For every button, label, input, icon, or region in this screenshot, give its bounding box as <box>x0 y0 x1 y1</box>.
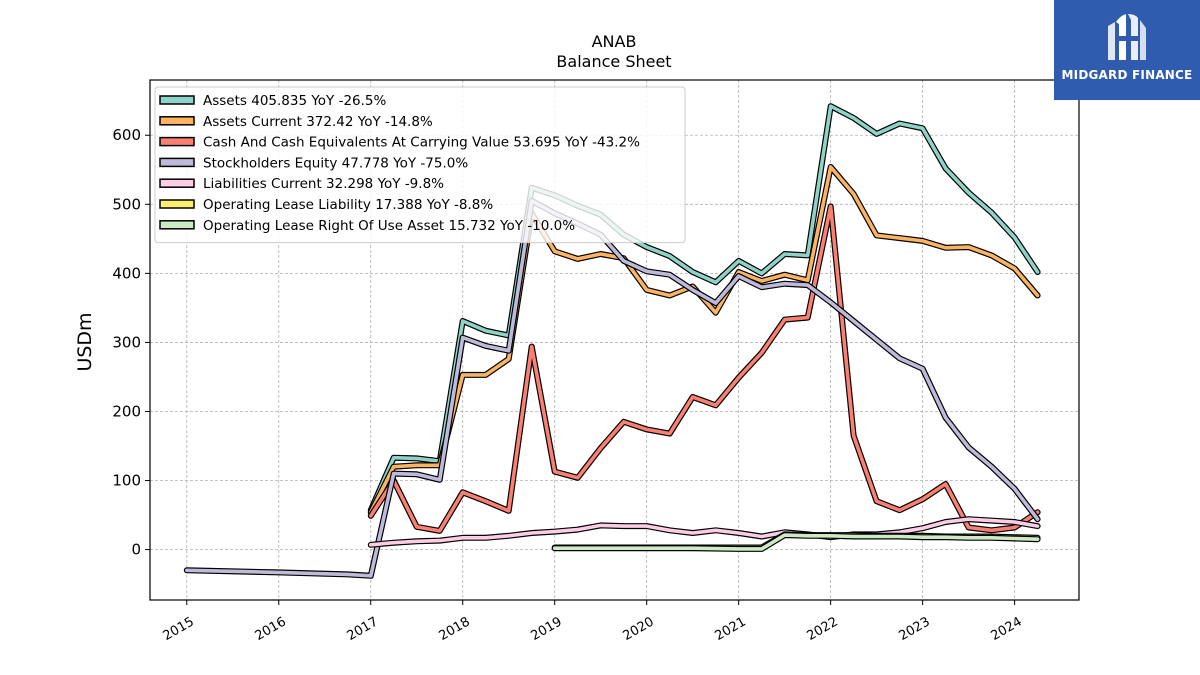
legend-label: Assets 405.835 YoY -26.5% <box>203 93 387 109</box>
legend-box <box>154 86 686 244</box>
legend-label: Stockholders Equity 47.778 YoY -75.0% <box>203 155 468 171</box>
y-axis-label: USDm <box>74 312 96 371</box>
legend-swatch <box>159 178 195 188</box>
y-tick-label: 300 <box>112 333 141 351</box>
y-tick-label: 500 <box>112 195 141 213</box>
legend-swatch <box>159 95 195 105</box>
series-line <box>552 533 1040 551</box>
legend-label: Assets Current 372.42 YoY -14.8% <box>203 114 433 130</box>
legend-swatch <box>159 136 195 147</box>
series-line <box>185 199 1040 578</box>
series-lines <box>183 103 1041 579</box>
logo-mark-icon <box>1108 14 1146 60</box>
series-line <box>368 104 1040 513</box>
series-line <box>368 204 1040 533</box>
y-tick-label: 0 <box>131 541 141 559</box>
legend-swatch <box>159 199 195 209</box>
legend-label: Operating Lease Liability 17.388 YoY -8.… <box>203 197 493 213</box>
chart-subtitle: Balance Sheet <box>556 52 671 71</box>
plot-frame <box>149 79 1080 601</box>
series-line <box>368 517 1040 547</box>
y-tick-label: 400 <box>112 264 141 282</box>
legend-swatch <box>159 157 195 168</box>
legend-swatch <box>159 220 195 230</box>
logo-text: MIDGARD FINANCE <box>1061 68 1193 82</box>
legend-label: Operating Lease Right Of Use Asset 15.73… <box>203 218 575 234</box>
y-axis: 0 100 200 300 400 500 600 <box>112 126 150 559</box>
legend-swatch <box>159 116 195 126</box>
legend: Assets 405.835 YoY -26.5% Assets Current … <box>154 86 686 244</box>
brand-logo: MIDGARD FINANCE <box>1054 0 1200 100</box>
y-tick-label: 600 <box>112 126 141 144</box>
y-tick-label: 100 <box>112 472 141 490</box>
legend-label: Liabilities Current 32.298 YoY -9.8% <box>203 176 444 192</box>
chart-title: ANAB <box>592 32 637 51</box>
legend-label: Cash And Cash Equivalents At Carrying Va… <box>203 135 640 151</box>
y-tick-label: 200 <box>112 402 141 420</box>
